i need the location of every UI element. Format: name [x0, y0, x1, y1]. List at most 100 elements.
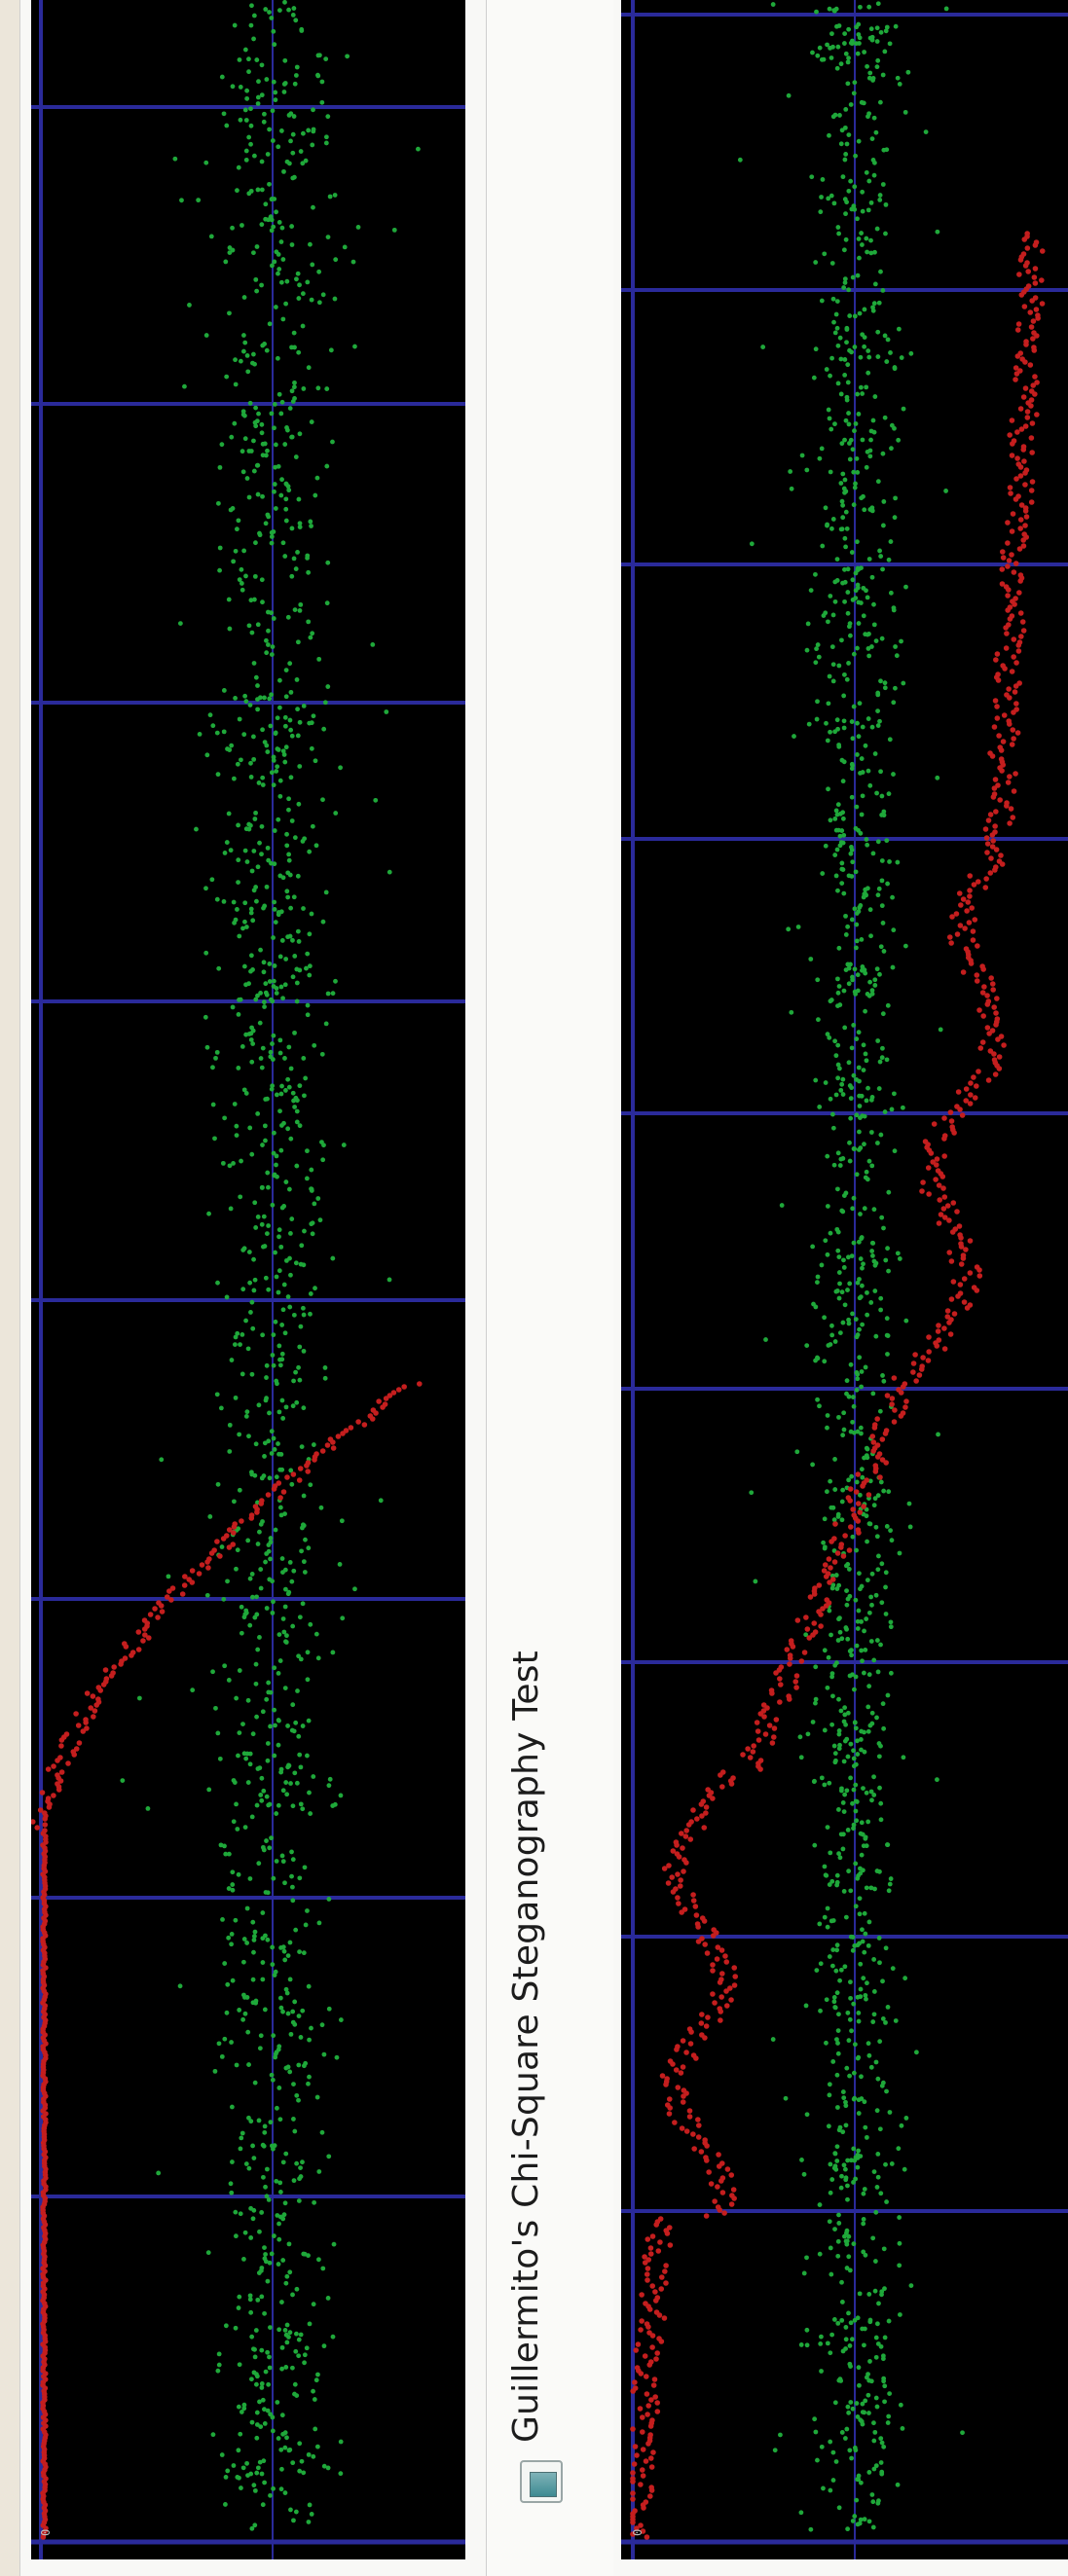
right-green-point [832, 1760, 838, 1765]
right-green-point [888, 1528, 893, 1534]
right-green-point [798, 2510, 804, 2516]
left-green-point [416, 146, 421, 152]
right-green-point [860, 1474, 865, 1480]
left-green-point [324, 386, 330, 391]
left-green-point [283, 1179, 289, 1184]
right-green-point [936, 1432, 940, 1437]
left-green-point [245, 1780, 251, 1785]
left-green-point [253, 2381, 259, 2387]
right-green-point [846, 2254, 852, 2260]
right-green-point [814, 646, 819, 652]
left-green-point [238, 1194, 243, 1200]
left-green-point [317, 1217, 323, 1223]
right-red-point [647, 2455, 654, 2461]
right-green-point [826, 786, 830, 792]
right-green-point [835, 1150, 841, 1156]
left-green-point [244, 95, 250, 101]
right-red-point [941, 1194, 948, 1200]
left-green-point [221, 688, 227, 693]
right-green-point [891, 772, 896, 777]
right-red-point [889, 1396, 896, 1401]
right-green-point [849, 2455, 854, 2461]
right-red-point [666, 2111, 673, 2117]
left-green-point [253, 885, 259, 889]
right-red-point [933, 1177, 939, 1182]
app-window-icon[interactable] [520, 2460, 563, 2503]
left-green-point [179, 198, 184, 203]
right-green-point [826, 701, 831, 707]
left-green-point [272, 42, 277, 48]
right-red-point [1029, 298, 1035, 304]
right-green-point [855, 1875, 861, 1881]
left-green-point [292, 954, 298, 959]
right-red-point [977, 1045, 984, 1051]
left-green-point [231, 559, 237, 564]
right-green-point [830, 612, 836, 618]
left-green-point [266, 1542, 272, 1547]
left-green-point [224, 2010, 230, 2015]
left-green-point [269, 540, 275, 546]
left-green-point [277, 1505, 283, 1510]
left-green-point [269, 1451, 275, 1456]
left-green-point [270, 108, 276, 114]
right-green-point [865, 1455, 870, 1461]
right-green-point [831, 1994, 837, 2000]
left-green-point [334, 2054, 340, 2060]
left-green-point [241, 1751, 247, 1757]
left-green-point [306, 2520, 312, 2524]
right-green-point [839, 1081, 845, 1087]
right-green-point [837, 1629, 843, 1635]
left-green-point [220, 1160, 226, 1166]
left-green-point [297, 282, 302, 288]
right-red-point [973, 1083, 979, 1089]
right-green-point [855, 2153, 861, 2158]
left-green-point [272, 482, 277, 487]
right-red-point [667, 2105, 673, 2111]
left-green-point [222, 2036, 228, 2042]
left-green-point [251, 36, 256, 42]
window-titlebar[interactable]: Guillermito's Chi-Square Steganography T… [487, 0, 613, 2576]
left-green-point [258, 947, 263, 953]
right-green-point [866, 2292, 872, 2297]
left-green-point [267, 696, 273, 702]
right-green-point [817, 2251, 823, 2257]
right-red-point [934, 1343, 940, 1349]
left-green-point [331, 2241, 337, 2247]
right-red-point [948, 1118, 955, 1124]
right-green-point [884, 2088, 889, 2094]
left-green-point [247, 1125, 253, 1131]
left-green-point [229, 2104, 235, 2110]
right-green-point [869, 1571, 875, 1577]
right-green-point [834, 299, 840, 304]
left-green-point [250, 1041, 256, 1046]
right-red-point [827, 1579, 832, 1585]
left-green-point [236, 1753, 240, 1759]
right-green-point [845, 1288, 850, 1292]
right-green-point [848, 1115, 854, 1121]
left-green-point [316, 656, 322, 662]
right-green-point [854, 1799, 860, 1804]
right-green-point [857, 1326, 862, 1332]
left-green-point [258, 2033, 264, 2039]
right-red-point [984, 1025, 991, 1031]
right-green-point [813, 2429, 819, 2435]
right-green-point [866, 2411, 871, 2415]
right-red-point [637, 2406, 644, 2412]
right-green-point [834, 1882, 840, 1888]
right-green-point [883, 1945, 889, 1951]
left-green-point [257, 840, 262, 846]
right-green-point [850, 577, 856, 583]
right-green-point [885, 1692, 891, 1698]
left-green-point [203, 950, 209, 956]
left-green-point [246, 821, 252, 827]
left-green-point [255, 993, 260, 998]
right-green-point [842, 1964, 848, 1970]
left-green-point [248, 2119, 254, 2124]
right-green-point [841, 988, 847, 994]
left-green-point [285, 1953, 291, 1959]
right-green-point [820, 177, 826, 182]
right-green-point [842, 2166, 848, 2172]
left-green-point [265, 448, 270, 454]
right-green-point [818, 2008, 823, 2014]
right-red-point [670, 1848, 677, 1854]
